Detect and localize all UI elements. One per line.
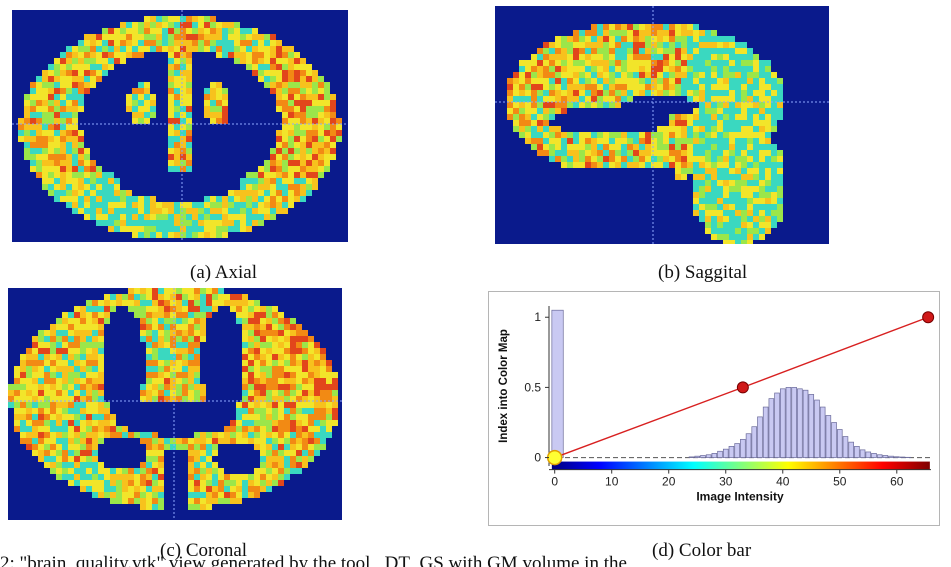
transfer-function-chart: 0 10 20 30 40 50 60 0 0.5 1 Image Intensity Index i… [498, 306, 935, 504]
colormap-strip [551, 461, 930, 470]
axial-heatmap [12, 10, 348, 242]
y-tick-label: 0 [534, 451, 541, 465]
x-axis-label: Image Intensity [696, 490, 784, 504]
y-axis-label: Index into Color Map [498, 329, 510, 443]
histogram-bar [876, 454, 883, 458]
histogram-bar [762, 406, 769, 458]
histogram-bar [694, 455, 701, 458]
x-tick-label: 0 [551, 475, 558, 489]
histogram-bar [785, 387, 792, 458]
histogram-bar [888, 455, 894, 458]
body-text-cut: 2: "brain_quality.vtk" view generated by… [0, 553, 627, 567]
x-tick-label: 50 [833, 475, 847, 489]
histogram-bar [837, 429, 843, 458]
caption-colorbar: (d) Color bar [652, 540, 752, 561]
histogram-bar [899, 456, 906, 458]
axial-brain-image [12, 10, 348, 242]
histogram-bar [551, 309, 564, 458]
histogram-bar [802, 389, 809, 458]
histogram-bar [882, 455, 889, 458]
histogram-bar [722, 448, 729, 458]
histogram-bar [814, 399, 820, 458]
color-bar-panel: 0 10 20 30 40 50 60 0 0.5 1 Image Intensity Index i… [488, 291, 940, 526]
histogram-bar [768, 398, 775, 458]
histogram-bar [854, 446, 860, 458]
coronal-brain-image [8, 288, 342, 520]
histogram-bar [831, 422, 837, 458]
histogram-bar [865, 451, 872, 458]
histogram-bar [774, 392, 780, 458]
caption-axial: (a) Axial [190, 262, 258, 283]
x-tick-label: 40 [776, 475, 790, 489]
histogram-bar [859, 449, 866, 458]
histogram-bar [700, 455, 706, 458]
histogram-bar [825, 415, 832, 458]
histogram-bar [871, 453, 877, 458]
histogram-bar [819, 406, 826, 458]
control-point[interactable] [922, 311, 935, 324]
x-tick-label: 20 [662, 475, 676, 489]
histogram-bar [740, 438, 746, 458]
sagittal-heatmap [495, 6, 829, 244]
histogram-bar [751, 426, 758, 458]
x-tick-label: 30 [719, 475, 733, 489]
sagittal-brain-image [495, 6, 829, 244]
y-tick-label: 1 [534, 310, 541, 324]
caption-coronal: (c) Coronal [160, 540, 248, 561]
histogram-bar [717, 450, 723, 458]
caption-sagittal: (b) Saggital [658, 262, 748, 283]
histogram-bar [711, 453, 718, 458]
histogram-bar [894, 456, 900, 458]
control-point-selected[interactable] [546, 449, 563, 466]
histogram-bar [688, 456, 695, 458]
x-tick-label: 60 [890, 475, 904, 489]
histogram-bar [779, 388, 786, 458]
histogram-bar [705, 454, 712, 458]
histogram-bar [791, 387, 797, 458]
histogram-bar [734, 443, 740, 458]
histogram-bar [797, 388, 803, 458]
histogram-bar [728, 446, 735, 458]
histogram-bar [757, 416, 763, 458]
histogram-bar [745, 433, 752, 458]
histogram-bar [808, 394, 815, 458]
x-tick-label: 10 [605, 475, 619, 489]
histogram-bar [848, 441, 854, 458]
control-point[interactable] [736, 381, 749, 394]
coronal-heatmap [8, 288, 342, 520]
histogram-bar [842, 436, 849, 458]
y-tick-label: 0.5 [524, 380, 541, 394]
